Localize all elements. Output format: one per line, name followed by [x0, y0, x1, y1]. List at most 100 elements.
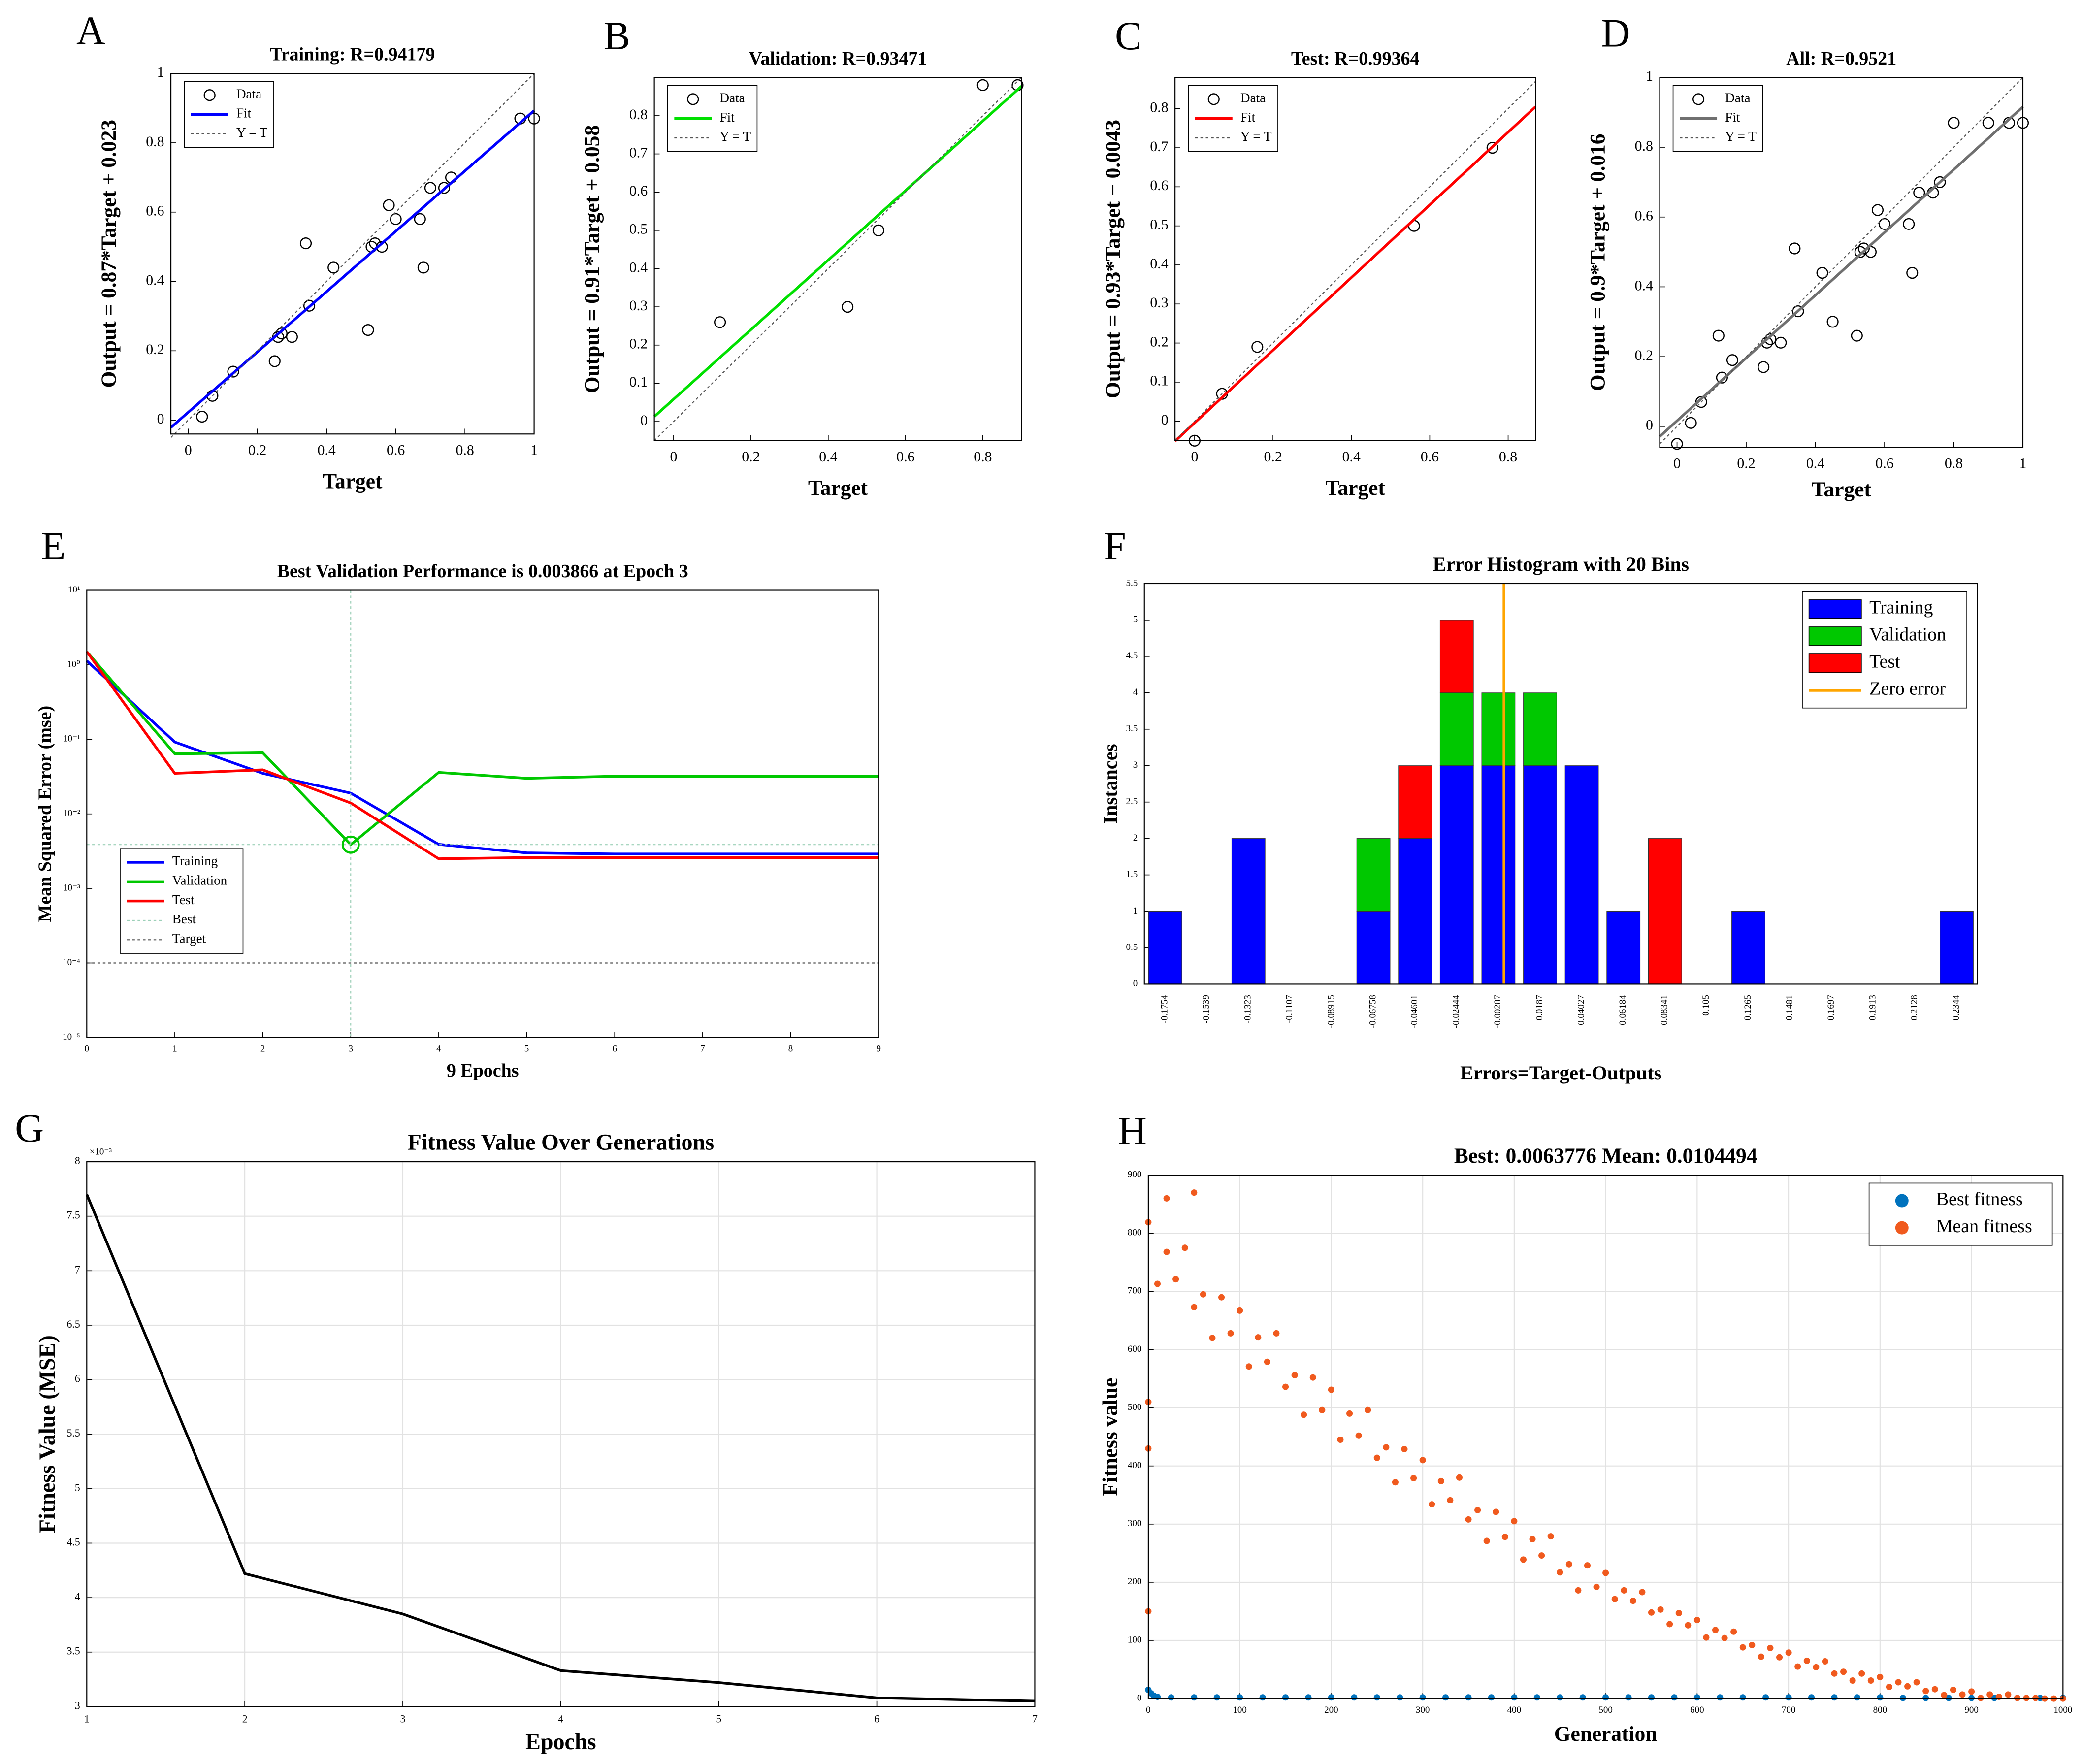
x-tick-label: 2	[260, 1044, 265, 1054]
x-tick-label: 0.08341	[1660, 995, 1670, 1025]
reference-line	[170, 73, 535, 438]
x-tick-label: 0.2128	[1909, 995, 1920, 1020]
chart-title: Fitness Value Over Generations	[408, 1129, 714, 1154]
fitness-point	[1767, 1644, 1774, 1651]
fitness-point	[1671, 1694, 1678, 1701]
x-tick-label: 0.6	[387, 442, 405, 458]
data-point	[362, 324, 374, 336]
fitness-point	[1602, 1569, 1609, 1576]
fitness-point	[1465, 1516, 1472, 1523]
x-tick-label: 0	[1673, 455, 1681, 471]
fitness-point	[1373, 1694, 1380, 1701]
x-tick-label: 7	[700, 1044, 705, 1054]
x-tick-label: 1	[530, 442, 538, 458]
y-tick-label: 1	[157, 64, 164, 80]
legend-label: Y = T	[720, 129, 751, 144]
fitness-point	[1611, 1596, 1618, 1602]
fitness-point	[1579, 1694, 1586, 1701]
fitness-point	[1282, 1383, 1289, 1390]
legend-label: Validation	[1869, 624, 1946, 645]
data-point	[1851, 329, 1863, 342]
y-tick-label: 0.8	[1635, 138, 1653, 154]
fitness-point	[1520, 1556, 1527, 1563]
y-tick-label: 0.2	[146, 341, 164, 358]
fitness-point	[1739, 1644, 1746, 1651]
fitness-point	[1538, 1552, 1545, 1559]
x-tick-label: 0.4	[318, 442, 336, 458]
fitness-point	[1488, 1694, 1495, 1701]
fitness-point	[1899, 1695, 1906, 1701]
fitness-point	[1397, 1694, 1403, 1701]
x-axis-label: Target	[808, 476, 868, 500]
x-tick-label: 0	[185, 442, 192, 458]
y-tick-label: 700	[1128, 1286, 1141, 1296]
x-tick-label: -0.1107	[1284, 995, 1295, 1023]
panel-letter: E	[41, 524, 66, 568]
x-tick-label: 1	[172, 1044, 177, 1054]
x-axis-label: Target	[1326, 476, 1386, 500]
plot-frame	[86, 1161, 1036, 1707]
bar	[1398, 838, 1432, 984]
legend-label: Best	[172, 912, 196, 926]
legend-label: Fit	[1240, 110, 1256, 125]
y-tick-label: 2	[1133, 833, 1138, 843]
data-point	[1871, 204, 1884, 216]
x-tick-label: 0.105	[1701, 995, 1711, 1016]
fitness-point	[1602, 1694, 1609, 1701]
legend-label: Data	[236, 86, 261, 101]
y-tick-label: 0	[157, 411, 164, 427]
bar	[1148, 911, 1182, 984]
x-tick-label: 0.2344	[1951, 995, 1961, 1021]
y-tick-label: 10⁻²	[63, 808, 80, 818]
data-point	[1816, 267, 1828, 279]
fitness-point	[1529, 1535, 1536, 1543]
fitness-point	[1557, 1694, 1563, 1701]
chart-title: Best Validation Performance is 0.003866 …	[277, 561, 688, 582]
y-tick-label: 0	[1646, 417, 1653, 433]
bar	[1481, 765, 1516, 984]
y-tick-label: 10⁰	[67, 659, 80, 669]
legend-label: Target	[172, 931, 206, 946]
bar	[1356, 911, 1391, 984]
y-tick-label: 5.5	[67, 1427, 80, 1439]
data-point	[275, 327, 288, 340]
data-point	[1948, 117, 1960, 129]
plot-frame	[1143, 583, 1978, 985]
legend-swatch	[1895, 1194, 1909, 1208]
bar	[1523, 692, 1557, 766]
series-line	[86, 651, 879, 860]
y-tick-label: 0.5	[1126, 942, 1138, 952]
plot-area	[87, 590, 879, 1038]
fitness-point	[1305, 1694, 1312, 1701]
y-axis-label: Output = 0.87*Target + 0.023	[97, 120, 121, 388]
chart-title: Test: R=0.99364	[1291, 48, 1420, 69]
series-line	[1659, 105, 2024, 438]
y-tick-label: 0	[1137, 1693, 1141, 1703]
fitness-point	[1858, 1670, 1865, 1677]
fitness-point	[1945, 1695, 1952, 1701]
data-point	[227, 365, 239, 378]
x-tick-label: 3	[348, 1044, 353, 1054]
data-point	[286, 331, 298, 343]
fitness-point	[1693, 1694, 1700, 1701]
y-axis-label: Output = 0.9*Target + 0.016	[1586, 134, 1609, 392]
fitness-point	[1355, 1432, 1362, 1439]
chart-title: All: R=0.9521	[1786, 48, 1896, 69]
data-point	[390, 213, 402, 225]
fitness-point	[2032, 1695, 2039, 1701]
x-tick-label: 1	[2019, 455, 2027, 471]
fitness-point	[1808, 1694, 1815, 1701]
y-tick-label: 0.6	[629, 183, 648, 199]
x-tick-label: 0.8	[974, 449, 992, 465]
panel-letter: F	[1104, 524, 1126, 568]
fitness-point	[1154, 1280, 1161, 1287]
fitness-point	[1886, 1683, 1892, 1690]
x-tick-label: 0.2	[742, 449, 760, 465]
y-tick-label: 4.5	[67, 1536, 80, 1548]
x-axis-label: Generation	[1554, 1722, 1658, 1746]
fitness-point	[1666, 1621, 1673, 1628]
y-tick-label: 0.6	[1635, 208, 1653, 224]
x-tick-label: -0.1539	[1201, 995, 1211, 1023]
y-tick-label: 10⁻³	[63, 882, 80, 893]
y-tick-label: 900	[1128, 1170, 1141, 1180]
